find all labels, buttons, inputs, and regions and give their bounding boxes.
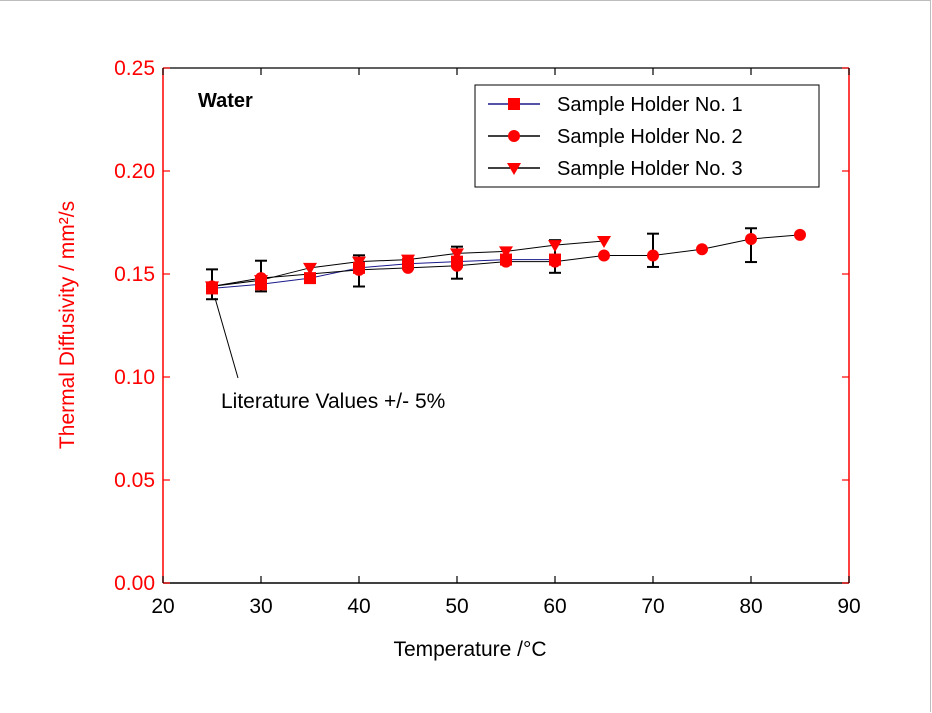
x-tick-label: 40 bbox=[347, 595, 370, 618]
series-1-point bbox=[304, 272, 316, 285]
series-2-point bbox=[794, 228, 806, 241]
x-axis-ticks: 20 30 40 50 60 70 80 90 bbox=[151, 68, 861, 618]
x-tick-label: 50 bbox=[445, 595, 468, 618]
series-2-point bbox=[402, 261, 414, 274]
series-2-point bbox=[696, 243, 708, 256]
x-tick-label: 90 bbox=[837, 595, 860, 618]
x-tick-label: 70 bbox=[641, 595, 664, 618]
series-3-point bbox=[205, 281, 219, 294]
annotation-leader-line bbox=[214, 297, 239, 379]
series-3-point bbox=[401, 254, 415, 267]
legend: Sample Holder No. 1 Sample Holder No. 2 Sa… bbox=[474, 84, 820, 188]
y-tick-label: 0.20 bbox=[114, 160, 155, 183]
y-tick-label: 0.00 bbox=[114, 572, 155, 595]
series-3-point bbox=[597, 236, 611, 249]
annotation-text: Literature Values +/- 5% bbox=[221, 390, 445, 413]
series-line-1 bbox=[211, 259, 555, 289]
x-axis-title: Temperature /°C bbox=[393, 638, 546, 661]
series-3-point bbox=[499, 246, 513, 259]
y-tick-label: 0.15 bbox=[114, 263, 155, 286]
series-2-point bbox=[549, 255, 561, 268]
series-3-point bbox=[303, 262, 317, 275]
plot-frame bbox=[162, 67, 850, 584]
y-tick-label: 0.10 bbox=[114, 366, 155, 389]
series-layer bbox=[205, 228, 806, 295]
series-3-point bbox=[254, 275, 268, 288]
y-tick-label: 0.25 bbox=[114, 57, 155, 80]
legend-marker-2 bbox=[508, 130, 520, 142]
series-2-point bbox=[745, 232, 757, 245]
series-2-point bbox=[647, 249, 659, 262]
series-2-point bbox=[451, 259, 463, 272]
legend-marker-1 bbox=[508, 98, 520, 110]
x-tick-label: 30 bbox=[249, 595, 272, 618]
series-2-point bbox=[500, 255, 512, 268]
legend-marker-3 bbox=[507, 163, 521, 175]
legend-label-3: Sample Holder No. 3 bbox=[557, 158, 743, 180]
series-3-point bbox=[352, 256, 366, 269]
series-3-point bbox=[548, 240, 562, 253]
x-tick-label: 80 bbox=[739, 595, 762, 618]
series-2-point bbox=[598, 249, 610, 262]
chart-title: Water bbox=[198, 90, 253, 112]
y-axis-ticks: 0.00 0.05 0.10 0.15 0.20 0.25 bbox=[114, 57, 849, 595]
legend-label-1: Sample Holder No. 1 bbox=[557, 94, 743, 116]
y-axis-title: Thermal Diffusivity / mm²/s bbox=[56, 201, 79, 449]
legend-label-2: Sample Holder No. 2 bbox=[557, 126, 743, 148]
x-tick-label: 60 bbox=[543, 595, 566, 618]
series-3-point bbox=[450, 248, 464, 261]
series-line-2 bbox=[211, 234, 801, 287]
series-2-point bbox=[353, 263, 365, 276]
x-tick-label: 20 bbox=[151, 595, 174, 618]
y-tick-label: 0.05 bbox=[114, 469, 155, 492]
